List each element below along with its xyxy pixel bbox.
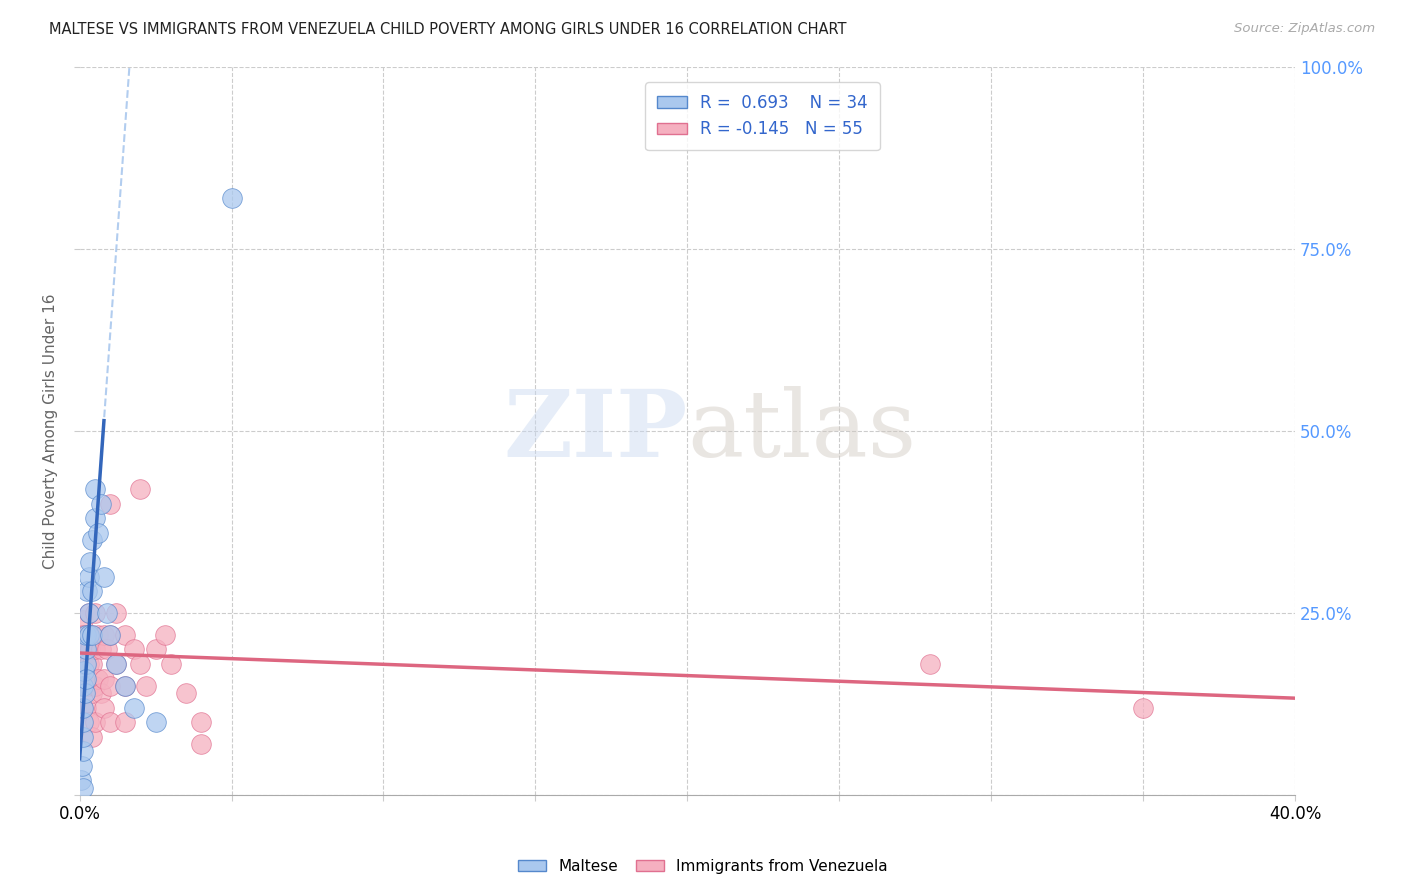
- Point: [129, 482, 152, 496]
- Point: [75, 657, 97, 671]
- Point: [80, 628, 103, 642]
- Point: [159, 657, 181, 671]
- Point: [76, 584, 98, 599]
- Point: [73, 628, 96, 642]
- Point: [80, 657, 103, 671]
- Point: [77, 715, 100, 730]
- Point: [70, 759, 93, 773]
- Point: [83, 679, 105, 693]
- Point: [124, 700, 146, 714]
- Point: [114, 715, 136, 730]
- Point: [77, 606, 100, 620]
- Point: [77, 679, 100, 693]
- Point: [83, 715, 105, 730]
- Point: [96, 642, 118, 657]
- Point: [75, 657, 97, 671]
- Point: [83, 511, 105, 525]
- Point: [80, 584, 103, 599]
- Point: [72, 744, 94, 758]
- Point: [145, 715, 167, 730]
- Point: [72, 730, 94, 744]
- Point: [87, 672, 110, 686]
- Point: [75, 642, 97, 657]
- Point: [72, 642, 94, 657]
- Point: [75, 700, 97, 714]
- Point: [75, 686, 97, 700]
- Point: [114, 679, 136, 693]
- Point: [83, 606, 105, 620]
- Point: [90, 642, 112, 657]
- Point: [72, 700, 94, 714]
- Point: [70, 628, 93, 642]
- Point: [75, 628, 97, 642]
- Y-axis label: Child Poverty Among Girls Under 16: Child Poverty Among Girls Under 16: [44, 293, 58, 568]
- Point: [98, 715, 121, 730]
- Point: [72, 679, 94, 693]
- Point: [190, 737, 212, 751]
- Point: [93, 700, 115, 714]
- Point: [87, 628, 110, 642]
- Legend: Maltese, Immigrants from Venezuela: Maltese, Immigrants from Venezuela: [512, 853, 894, 880]
- Point: [1132, 700, 1154, 714]
- Point: [174, 686, 197, 700]
- Point: [72, 715, 94, 730]
- Point: [124, 642, 146, 657]
- Point: [80, 533, 103, 547]
- Point: [72, 657, 94, 671]
- Point: [76, 628, 98, 642]
- Point: [129, 657, 152, 671]
- Point: [80, 686, 103, 700]
- Point: [190, 715, 212, 730]
- Point: [79, 555, 101, 569]
- Point: [93, 569, 115, 583]
- Point: [77, 569, 100, 583]
- Point: [221, 191, 243, 205]
- Text: atlas: atlas: [688, 386, 917, 475]
- Point: [72, 642, 94, 657]
- Point: [75, 642, 97, 657]
- Point: [77, 628, 100, 642]
- Point: [83, 482, 105, 496]
- Point: [80, 730, 103, 744]
- Point: [72, 780, 94, 795]
- Point: [153, 628, 176, 642]
- Point: [75, 672, 97, 686]
- Text: MALTESE VS IMMIGRANTS FROM VENEZUELA CHILD POVERTY AMONG GIRLS UNDER 16 CORRELAT: MALTESE VS IMMIGRANTS FROM VENEZUELA CHI…: [49, 22, 846, 37]
- Point: [135, 679, 157, 693]
- Point: [83, 642, 105, 657]
- Point: [93, 672, 115, 686]
- Point: [72, 700, 94, 714]
- Point: [80, 628, 103, 642]
- Point: [98, 679, 121, 693]
- Point: [114, 679, 136, 693]
- Text: Source: ZipAtlas.com: Source: ZipAtlas.com: [1234, 22, 1375, 36]
- Point: [114, 628, 136, 642]
- Point: [105, 606, 128, 620]
- Point: [145, 642, 167, 657]
- Point: [93, 628, 115, 642]
- Point: [72, 613, 94, 627]
- Point: [72, 679, 94, 693]
- Point: [98, 628, 121, 642]
- Point: [73, 664, 96, 678]
- Point: [90, 497, 112, 511]
- Point: [105, 657, 128, 671]
- Point: [77, 657, 100, 671]
- Legend: R =  0.693    N = 34, R = -0.145   N = 55: R = 0.693 N = 34, R = -0.145 N = 55: [645, 82, 880, 150]
- Point: [87, 525, 110, 540]
- Point: [920, 657, 942, 671]
- Point: [75, 679, 97, 693]
- Point: [90, 686, 112, 700]
- Point: [96, 606, 118, 620]
- Point: [98, 628, 121, 642]
- Point: [77, 606, 100, 620]
- Point: [70, 773, 93, 788]
- Point: [98, 497, 121, 511]
- Point: [79, 642, 101, 657]
- Text: ZIP: ZIP: [503, 386, 688, 475]
- Point: [105, 657, 128, 671]
